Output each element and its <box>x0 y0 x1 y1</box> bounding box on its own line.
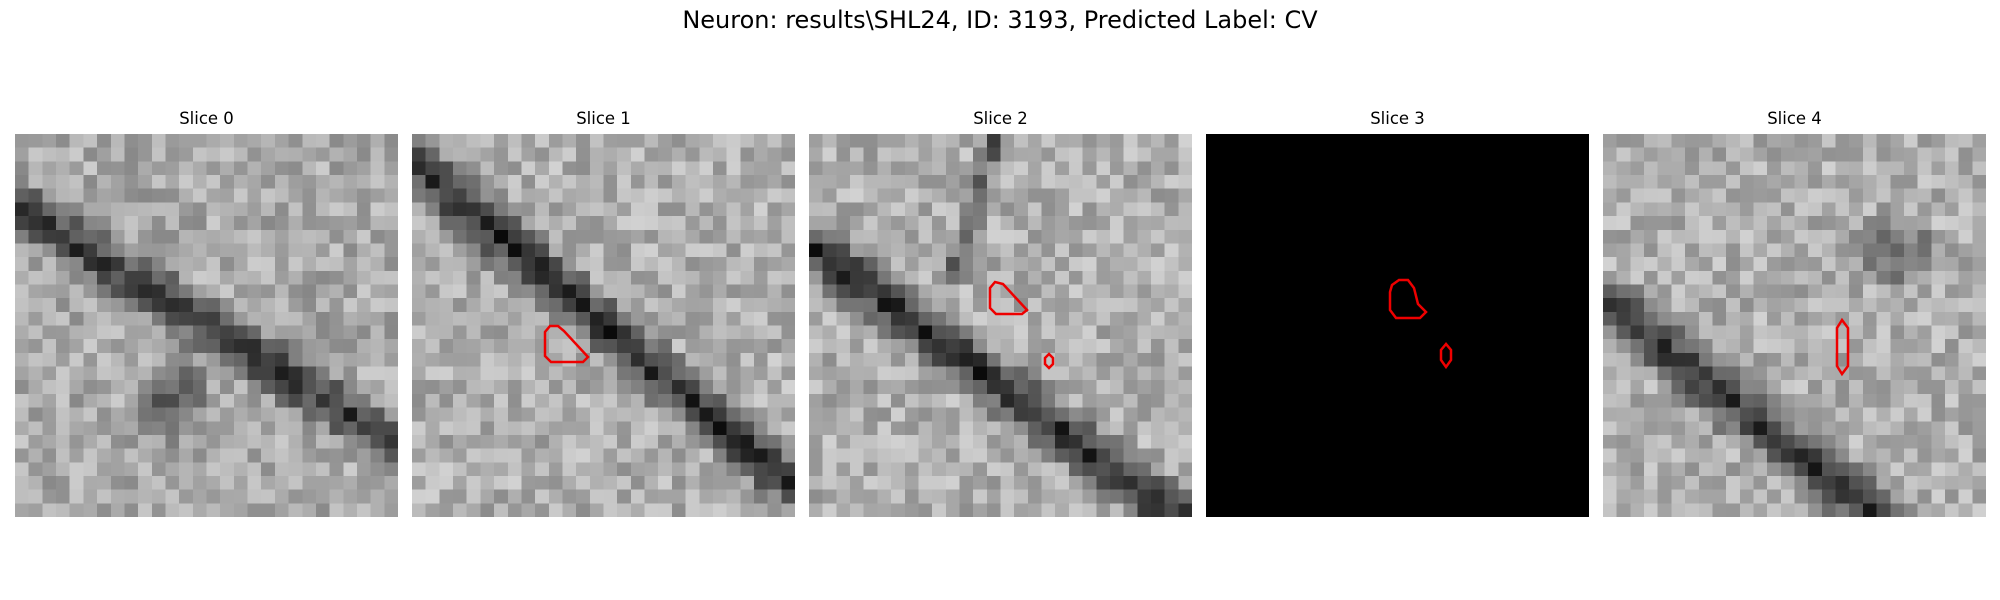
contour-3a <box>1388 278 1428 320</box>
contour-3b <box>1439 342 1453 370</box>
figure-title: Neuron: results\SHL24, ID: 3193, Predict… <box>682 6 1318 34</box>
slice-panel-3: Slice 3 <box>1206 108 1589 517</box>
overlay-2 <box>988 280 1055 370</box>
slice-title-4: Slice 4 <box>1767 109 1822 128</box>
em-image-3 <box>1206 134 1589 517</box>
slice-panel-0: Slice 0 <box>15 108 398 517</box>
em-image-0 <box>15 134 398 517</box>
contour-1a <box>543 324 590 364</box>
slice-panel-4: Slice 4 <box>1603 108 1986 517</box>
overlay-1 <box>543 324 590 364</box>
slice-image-0 <box>15 134 398 517</box>
overlay-3 <box>1388 278 1453 370</box>
contour-2a <box>988 280 1029 316</box>
overlay-4 <box>1835 317 1850 377</box>
slice-panel-2: Slice 2 <box>809 108 1192 517</box>
slice-title-0: Slice 0 <box>179 109 234 128</box>
em-image-4 <box>1603 134 1986 517</box>
em-image-1 <box>412 134 795 517</box>
slice-image-1 <box>412 134 795 517</box>
slice-image-4 <box>1603 134 1986 517</box>
overlay-0 <box>15 134 398 517</box>
slice-panel-1: Slice 1 <box>412 108 795 517</box>
slice-title-3: Slice 3 <box>1370 109 1425 128</box>
slice-title-1: Slice 1 <box>576 109 631 128</box>
contour-4a <box>1835 317 1850 377</box>
contour-2b <box>1043 352 1055 370</box>
slice-image-3 <box>1206 134 1589 517</box>
slice-title-2: Slice 2 <box>973 109 1028 128</box>
em-image-2 <box>809 134 1192 517</box>
slice-image-2 <box>809 134 1192 517</box>
